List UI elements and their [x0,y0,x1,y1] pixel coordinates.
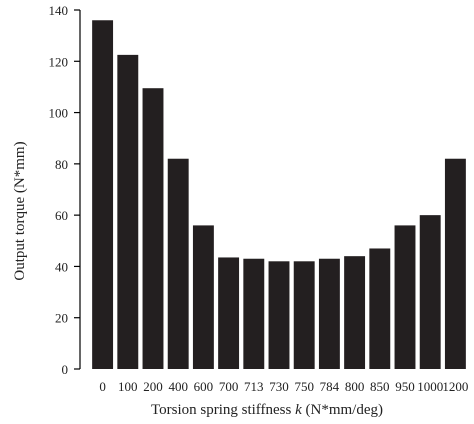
bar-713 [243,258,265,369]
x-axis-label: Torsion spring stiffness k (N*mm/deg) [151,402,383,418]
bars [92,20,466,370]
y-tick-label: 140 [49,3,69,18]
y-axis: 0 20 40 60 80 100 120 140 [49,3,81,377]
x-tick-label: 400 [168,379,188,394]
x-tick-label: 200 [143,379,163,394]
bar-600 [192,225,214,369]
bar-784 [318,258,340,369]
bar-0 [92,20,114,370]
bar-850 [369,248,391,369]
bar-700 [218,257,240,369]
x-tick-label: 1000 [417,379,443,394]
bar-950 [394,225,416,369]
x-tick-label: 0 [99,379,106,394]
x-tick-label: 100 [118,379,138,394]
x-axis-label-unit: (N*mm/deg) [302,402,383,418]
x-tick-label: 730 [269,379,289,394]
bar-200 [142,88,164,369]
y-tick-label: 60 [55,208,68,223]
x-axis-label-prefix: Torsion spring stiffness [151,402,295,418]
x-tick-label: 950 [395,379,415,394]
bar-1200 [444,158,466,369]
x-tick-label: 750 [294,379,314,394]
x-tick-label: 1200 [442,379,468,394]
y-tick-label: 120 [49,54,69,69]
x-tick-label: 784 [320,379,340,394]
bar-800 [344,256,366,369]
x-tick-label: 713 [244,379,264,394]
x-tick-label: 600 [194,379,214,394]
bar-400 [167,158,189,369]
x-tick-label: 800 [345,379,365,394]
y-tick-label: 0 [62,362,69,377]
y-axis-label: Output torque (N*mm) [12,141,28,280]
bar-100 [117,54,139,369]
x-tick-label: 700 [219,379,239,394]
x-axis-label-variable: k [295,402,302,418]
x-axis: 0 100 200 400 600 700 713 730 750 784 800 850 950 100… [99,379,468,394]
x-tick-label: 850 [370,379,390,394]
y-tick-label: 20 [55,311,68,326]
bar-750 [293,261,315,369]
y-tick-label: 40 [55,259,68,274]
bar-1000 [419,215,441,369]
y-tick-label: 100 [49,106,69,121]
bar-730 [268,261,290,369]
y-tick-label: 80 [55,157,68,172]
